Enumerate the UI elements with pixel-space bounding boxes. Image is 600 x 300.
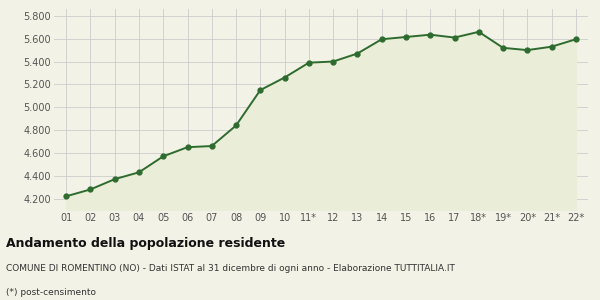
Text: COMUNE DI ROMENTINO (NO) - Dati ISTAT al 31 dicembre di ogni anno - Elaborazione: COMUNE DI ROMENTINO (NO) - Dati ISTAT al… xyxy=(6,264,455,273)
Text: Andamento della popolazione residente: Andamento della popolazione residente xyxy=(6,237,285,250)
Text: (*) post-censimento: (*) post-censimento xyxy=(6,288,96,297)
